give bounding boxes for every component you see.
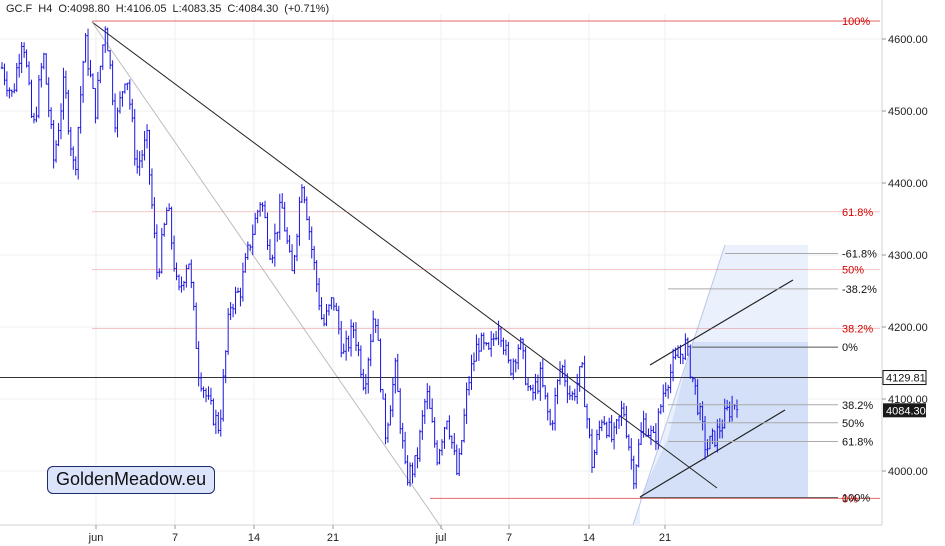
fib-levels: 100% 61.8% 50% 38.2% 0% -61.8% -38.2% 0% 38.2% 50… <box>92 16 880 505</box>
x-tick-label: 21 <box>327 532 339 544</box>
y-tick-label: 4500.00 <box>888 106 928 118</box>
fib-gray-label: 100% <box>842 493 870 505</box>
timeframe-label: H4 <box>38 3 53 15</box>
last-price-badge <box>883 403 926 418</box>
fib-zone-dark <box>640 342 808 498</box>
high-value: H:4106.05 <box>115 3 167 15</box>
x-axis: jun 7 14 21 jul 7 14 21 <box>88 525 671 544</box>
channel-upper-line <box>649 279 794 366</box>
fib-gray-label: -61.8% <box>842 249 877 261</box>
channel-lower-line <box>639 409 786 498</box>
x-tick-label: 21 <box>659 532 671 544</box>
open-value: O:4098.80 <box>58 3 110 15</box>
horizontal-level-badge <box>882 370 927 386</box>
x-tick-label: jul <box>434 532 446 544</box>
fib-gray-label: 38.2% <box>842 400 873 412</box>
symbol-label: GC.F <box>6 3 33 15</box>
close-value: C:4084.30 <box>227 3 279 15</box>
y-tick-label: 4000.00 <box>888 466 928 478</box>
fib-gray-label: 50% <box>842 418 864 430</box>
y-tick-label: 4400.00 <box>888 178 928 190</box>
horizontal-level-value: 4129.81 <box>886 373 926 385</box>
fib-red-label: 38.2% <box>842 323 873 335</box>
secondary-trend-line <box>91 21 444 531</box>
y-axis: 4000.00 4100.00 4200.00 4300.00 4400.00 4500.… <box>882 34 928 478</box>
main-downtrend-line <box>91 21 718 489</box>
y-tick-label: 4300.00 <box>888 250 928 262</box>
fib-zone-edge <box>632 244 726 526</box>
fib-projection-zone <box>632 244 808 526</box>
ohlc-header: GC.F H4 O:4098.80 H:4106.05 L:4083.35 C:4084.… <box>6 3 335 15</box>
watermark-logo: GoldenMeadow.eu <box>47 466 216 494</box>
fib-red-label: 50% <box>842 264 864 276</box>
fib-red-label: 61.8% <box>842 207 873 219</box>
y-tick-label: 4600.00 <box>888 34 928 46</box>
fib-gray-label: 0% <box>842 342 858 354</box>
candles <box>0 26 739 490</box>
x-tick-label: 14 <box>248 532 260 544</box>
x-tick-label: 14 <box>583 532 595 544</box>
y-tick-label: 4100.00 <box>888 394 928 406</box>
fib-gray-label: 61.8% <box>842 436 873 448</box>
change-value: (+0.71%) <box>284 3 330 15</box>
last-price-value: 4084.30 <box>886 405 926 417</box>
trendlines <box>0 21 882 531</box>
price-badges: 4129.81 4084.30 <box>882 370 927 418</box>
fib-red-label: 0% <box>842 493 858 505</box>
low-value: L:4083.35 <box>172 3 222 15</box>
x-tick-label: jun <box>88 532 104 544</box>
fib-gray-label: -38.2% <box>842 284 877 296</box>
x-tick-label: 7 <box>506 532 512 544</box>
y-tick-label: 4200.00 <box>888 322 928 334</box>
x-tick-label: 7 <box>172 532 178 544</box>
fib-red-label: 100% <box>842 16 870 28</box>
